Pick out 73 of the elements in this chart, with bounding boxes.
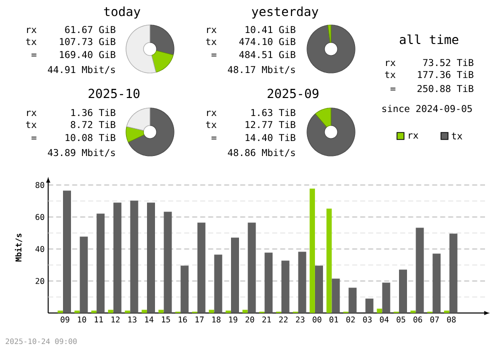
text: 61.67 GiB — [65, 26, 116, 34]
text: 1.36 TiB — [71, 108, 116, 116]
bar — [449, 234, 458, 313]
bar — [242, 310, 248, 313]
chart-title: 2025-10 — [88, 88, 140, 98]
bar — [180, 266, 189, 313]
bar — [80, 236, 88, 313]
text: 12.77 TiB — [246, 120, 296, 128]
text: = — [212, 136, 216, 140]
text: 250.88 TiB — [418, 84, 474, 92]
text: 73.52 TiB — [423, 58, 474, 66]
text: 10.41 GiB — [246, 26, 296, 34]
bar — [96, 214, 105, 313]
text: tx — [206, 121, 216, 128]
bar — [332, 278, 340, 313]
text: tx — [26, 38, 36, 45]
bar — [399, 270, 408, 313]
text: 43.89 Mbit/s — [48, 148, 115, 157]
text: 177.36 TiB — [418, 70, 474, 78]
bar — [142, 310, 147, 313]
text: tx — [206, 38, 216, 45]
chart-title: yesterday — [252, 6, 318, 19]
bar — [365, 298, 374, 313]
bar — [298, 252, 306, 313]
text: rx — [207, 110, 216, 116]
bar — [108, 310, 114, 313]
bar — [326, 208, 332, 313]
text: rx — [27, 28, 36, 33]
bar — [281, 260, 290, 313]
bar — [147, 202, 156, 313]
text: all time — [400, 34, 458, 44]
bar — [164, 212, 172, 313]
bar — [130, 200, 138, 313]
bar — [310, 188, 315, 313]
text: tx — [385, 71, 396, 78]
text: 107.73 GiB — [60, 38, 116, 46]
text: since 2024-09-05 — [382, 104, 472, 112]
text: = — [32, 136, 36, 140]
text: 44.91 Mbit/s — [48, 66, 115, 74]
bar — [231, 238, 240, 313]
text: 1.63 TiB — [251, 108, 296, 116]
text: 484.51 GiB — [239, 50, 296, 58]
bar — [432, 254, 441, 313]
text: 10.08 TiB — [66, 134, 116, 142]
chart-title: today — [104, 6, 140, 19]
bar — [158, 310, 164, 313]
bar — [113, 202, 122, 313]
text: tx — [26, 121, 36, 128]
bar — [382, 282, 390, 313]
bar — [264, 252, 273, 313]
text: rx — [386, 60, 396, 66]
text: 48.86 Mbit/s — [228, 148, 295, 157]
text: 169.40 GiB — [60, 50, 116, 58]
bar — [348, 288, 357, 313]
chart-title: 2025-09 — [268, 88, 318, 98]
text: 48.17 Mbit/s — [228, 66, 295, 74]
text: = — [32, 54, 36, 56]
text: 14.40 TiB — [246, 134, 296, 142]
text: = — [390, 88, 396, 90]
bar — [63, 190, 72, 313]
bar — [376, 308, 382, 313]
bar — [416, 228, 424, 313]
text: 474.10 GiB — [239, 38, 296, 46]
legend-label: rx — [408, 133, 418, 139]
bar — [248, 222, 256, 313]
bar — [315, 266, 324, 313]
text: = — [212, 54, 216, 56]
text: rx — [27, 110, 36, 116]
legend-label: tx — [452, 132, 462, 140]
text: 8.72 TiB — [70, 120, 116, 128]
bar — [197, 222, 206, 313]
bar — [214, 254, 222, 313]
text: rx — [207, 28, 216, 33]
